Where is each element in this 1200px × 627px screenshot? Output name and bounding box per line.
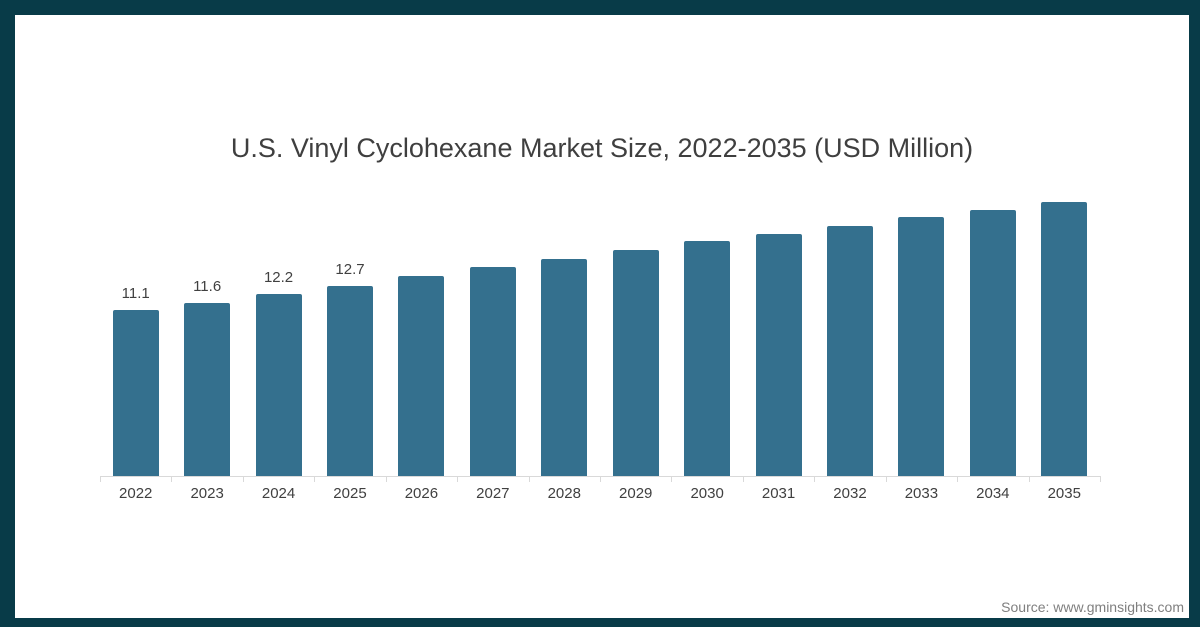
bar-value-label-2025: 12.7 — [335, 261, 365, 279]
source-attribution: Source: www.gminsights.com — [1001, 599, 1184, 615]
bar-2033 — [898, 217, 945, 476]
x-axis-tick — [1100, 476, 1101, 482]
bar-value-label-2022: 11.1 — [121, 285, 150, 303]
bar-2030 — [684, 241, 731, 476]
plot-area: 11.1 11.6 12.2 12.7 — [100, 180, 1100, 476]
chart-title: U.S. Vinyl Cyclohexane Market Size, 2022… — [230, 133, 974, 163]
bar-cell-2023: 11.6 — [171, 180, 242, 476]
bar-2025 — [326, 286, 373, 476]
x-axis-label-2033: 2033 — [904, 485, 939, 502]
x-axis-labels: 2022 2023 2024 2025 2026 2027 2028 2029 2030 2031… — [100, 485, 1100, 505]
bar-cell-2034 — [957, 180, 1028, 476]
x-axis-tick — [671, 476, 673, 482]
bar-cell-2032 — [814, 180, 885, 476]
bar-cell-2027 — [457, 180, 528, 476]
bar-cell-2030 — [671, 180, 742, 476]
x-axis-line — [100, 476, 1101, 482]
x-axis-tick — [600, 476, 601, 482]
bar-cell-2033 — [886, 180, 957, 476]
x-axis-tick — [814, 476, 816, 482]
bar-cell-2022: 11.1 — [100, 180, 171, 476]
x-axis-label-2032: 2032 — [833, 485, 867, 502]
x-axis-label-2022: 2022 — [119, 485, 153, 502]
x-axis-label-2028: 2028 — [547, 485, 581, 502]
x-axis-tick — [1028, 476, 1030, 482]
bar-2024 — [255, 293, 302, 476]
x-axis-label-2030: 2030 — [690, 485, 724, 502]
x-axis-label-2027: 2027 — [476, 485, 510, 502]
bar-2029 — [612, 250, 659, 476]
x-axis-tick — [957, 476, 959, 482]
bar-value-label-2023: 11.6 — [193, 277, 222, 295]
x-axis-tick — [457, 476, 459, 482]
bar-2028 — [541, 259, 588, 476]
bar-cell-2025: 12.7 — [314, 180, 385, 476]
x-axis-label-2035: 2035 — [1047, 485, 1081, 502]
bar-cell-2035 — [1029, 180, 1100, 476]
bar-2034 — [969, 209, 1016, 476]
x-axis-label-2029: 2029 — [619, 485, 653, 502]
bar-cell-2026 — [386, 180, 457, 476]
bar-2022 — [112, 310, 159, 476]
bar-2027 — [469, 266, 516, 476]
x-axis-tick — [171, 476, 173, 482]
x-axis-tick — [885, 476, 887, 482]
bar-2031 — [755, 233, 802, 476]
x-axis-tick — [314, 476, 316, 482]
bar-2026 — [398, 275, 445, 476]
x-axis-tick — [242, 476, 244, 482]
bar-2032 — [826, 226, 873, 476]
x-axis-label-2024: 2024 — [261, 485, 296, 502]
x-axis-tick — [100, 476, 101, 482]
bar-cell-2031 — [743, 180, 814, 476]
bar-cell-2024: 12.2 — [243, 180, 314, 476]
bar-cell-2029 — [600, 180, 671, 476]
x-axis-label-2034: 2034 — [976, 485, 1010, 502]
bar-2035 — [1041, 202, 1088, 476]
bar-2023 — [184, 302, 231, 476]
bar-value-label-2024: 12.2 — [263, 268, 294, 286]
x-axis-label-2026: 2026 — [404, 485, 439, 502]
x-axis-tick — [742, 476, 744, 482]
bar-cell-2028 — [529, 180, 600, 476]
x-axis-label-2031: 2031 — [761, 485, 796, 502]
x-axis-tick — [528, 476, 530, 482]
x-axis-label-2023: 2023 — [190, 485, 224, 502]
x-axis-label-2025: 2025 — [333, 485, 367, 502]
x-axis-tick — [385, 476, 387, 482]
